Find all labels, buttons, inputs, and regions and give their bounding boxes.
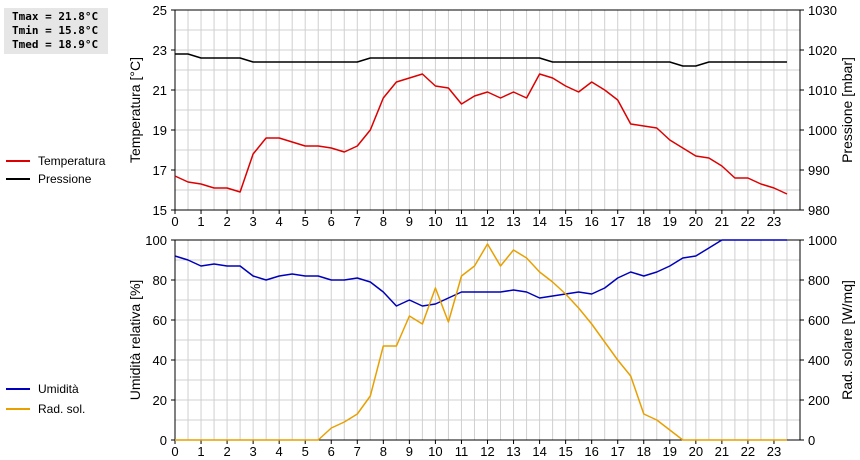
temp-chart-ytick-right-label: 990 — [808, 163, 830, 178]
temp-chart-xtick-label: 11 — [455, 214, 469, 229]
temp-chart-xtick-label: 5 — [302, 214, 309, 229]
humidity-chart-xtick-label: 3 — [250, 444, 257, 459]
humidity-chart-xtick-label: 15 — [558, 444, 572, 459]
tmed-text: Tmed = 18.9°C — [12, 38, 99, 51]
temp-chart-xtick-label: 8 — [380, 214, 387, 229]
humidity-chart-ytick-left-label: 60 — [153, 313, 167, 328]
humidity-chart: 0 1 2 3 4 5 6 7 8 9 10 11 12 13 14 15 16 17 18 19 20 21 22 2302… — [6, 233, 855, 459]
legend-label-umidit: Umidità — [38, 382, 79, 396]
temp-chart-series-temperatura — [174, 73, 788, 195]
humidity-chart-ytick-right-label: 600 — [808, 313, 830, 328]
humidity-chart-xtick-label: 14 — [532, 444, 546, 459]
humidity-chart-xtick-label: 23 — [767, 444, 781, 459]
tmin-text: Tmin = 15.8°C — [12, 24, 99, 37]
humidity-chart-xtick-label: 10 — [428, 444, 442, 459]
humidity-chart-ytick-right-label: 400 — [808, 353, 830, 368]
humidity-chart-xtick-label: 4 — [276, 444, 283, 459]
temp-chart-xtick-label: 17 — [610, 214, 624, 229]
humidity-chart-xtick-label: 6 — [328, 444, 335, 459]
temp-chart-xtick-label: 6 — [328, 214, 335, 229]
temp-chart-ytick-left-label: 15 — [153, 203, 167, 218]
humidity-chart-ytick-right-label: 800 — [808, 273, 830, 288]
humidity-chart-ytick-right-label: 1000 — [808, 233, 837, 248]
humidity-chart-xtick-label: 0 — [171, 444, 178, 459]
temp-chart-ytick-right-label: 980 — [808, 203, 830, 218]
temp-chart-ytick-left-label: 23 — [153, 43, 167, 58]
temp-chart-xtick-label: 19 — [663, 214, 677, 229]
temp-chart-xtick-label: 9 — [406, 214, 413, 229]
humidity-chart-ytick-right-label: 200 — [808, 393, 830, 408]
humidity-chart-xtick-label: 7 — [354, 444, 361, 459]
temp-chart-xtick-label: 7 — [354, 214, 361, 229]
temp-chart-xtick-label: 21 — [715, 214, 729, 229]
temp-chart-xtick-label: 0 — [171, 214, 178, 229]
humidity-chart-left-axis-label: Umidità relativa [%] — [127, 280, 143, 401]
humidity-chart-series-umidit — [174, 239, 787, 307]
humidity-chart-xtick-label: 5 — [302, 444, 309, 459]
temp-chart-xtick-label: 15 — [558, 214, 572, 229]
temp-chart-xtick-label: 18 — [637, 214, 651, 229]
temp-chart-ytick-right-label: 1010 — [808, 83, 837, 98]
temp-chart-ytick-right-label: 1030 — [808, 3, 837, 18]
temp-chart-xtick-label: 3 — [250, 214, 257, 229]
temp-chart-ytick-left-label: 17 — [153, 163, 167, 178]
humidity-chart-xtick-label: 22 — [741, 444, 755, 459]
temp-chart: 0 1 2 3 4 5 6 7 8 9 10 11 12 13 14 15 16 17 18 19 20 21 22 2315… — [6, 3, 855, 229]
humidity-chart-series-rad-sol — [175, 243, 787, 441]
humidity-chart-xtick-label: 21 — [715, 444, 729, 459]
humidity-chart-right-axis-label: Rad. solare [W/mq] — [839, 280, 855, 400]
humidity-chart-xtick-label: 1 — [197, 444, 204, 459]
temp-chart-xtick-label: 23 — [767, 214, 781, 229]
temp-chart-xtick-label: 20 — [689, 214, 703, 229]
temp-chart-ytick-left-label: 19 — [153, 123, 167, 138]
humidity-chart-xtick-label: 17 — [610, 444, 624, 459]
temp-chart-ytick-left-label: 25 — [153, 3, 167, 18]
temp-chart-xtick-label: 2 — [223, 214, 230, 229]
temp-chart-ytick-right-label: 1020 — [808, 43, 837, 58]
legend-label-rad-sol: Rad. sol. — [38, 402, 85, 416]
humidity-chart-ytick-right-label: 0 — [808, 433, 815, 448]
temp-chart-xtick-label: 13 — [506, 214, 520, 229]
tmax-text: Tmax = 21.8°C — [12, 10, 99, 23]
temp-chart-series-pressione — [175, 53, 787, 67]
humidity-chart-xtick-label: 13 — [506, 444, 520, 459]
temp-chart-xtick-label: 12 — [480, 214, 494, 229]
stats-box: Tmax = 21.8°C Tmin = 15.8°C Tmed = 18.9°… — [4, 8, 108, 54]
humidity-chart-xtick-label: 18 — [637, 444, 651, 459]
legend-label-temperatura: Temperatura — [38, 154, 106, 168]
temp-chart-xtick-label: 10 — [428, 214, 442, 229]
temp-chart-left-axis-label: Temperatura [°C] — [127, 57, 143, 163]
temp-chart-xtick-label: 4 — [276, 214, 283, 229]
temp-chart-right-axis-label: Pressione [mbar] — [839, 57, 855, 163]
humidity-chart-xtick-label: 9 — [406, 444, 413, 459]
humidity-chart-ytick-left-label: 0 — [160, 433, 167, 448]
humidity-chart-xtick-label: 16 — [584, 444, 598, 459]
temp-chart-xtick-label: 1 — [197, 214, 204, 229]
temp-chart-xtick-label: 14 — [532, 214, 546, 229]
legend-label-pressione: Pressione — [38, 172, 92, 186]
humidity-chart-ytick-left-label: 80 — [153, 273, 167, 288]
humidity-chart-xtick-label: 2 — [223, 444, 230, 459]
temp-chart-xtick-label: 16 — [584, 214, 598, 229]
temp-chart-ytick-left-label: 21 — [153, 83, 167, 98]
humidity-chart-xtick-label: 12 — [480, 444, 494, 459]
humidity-chart-xtick-label: 11 — [455, 444, 469, 459]
humidity-chart-xtick-label: 19 — [663, 444, 677, 459]
humidity-chart-ytick-left-label: 40 — [153, 353, 167, 368]
humidity-chart-ytick-left-label: 100 — [145, 233, 167, 248]
temp-chart-ytick-right-label: 1000 — [808, 123, 837, 138]
humidity-chart-ytick-left-label: 20 — [153, 393, 167, 408]
humidity-chart-xtick-label: 20 — [689, 444, 703, 459]
humidity-chart-xtick-label: 8 — [380, 444, 387, 459]
temp-chart-xtick-label: 22 — [741, 214, 755, 229]
